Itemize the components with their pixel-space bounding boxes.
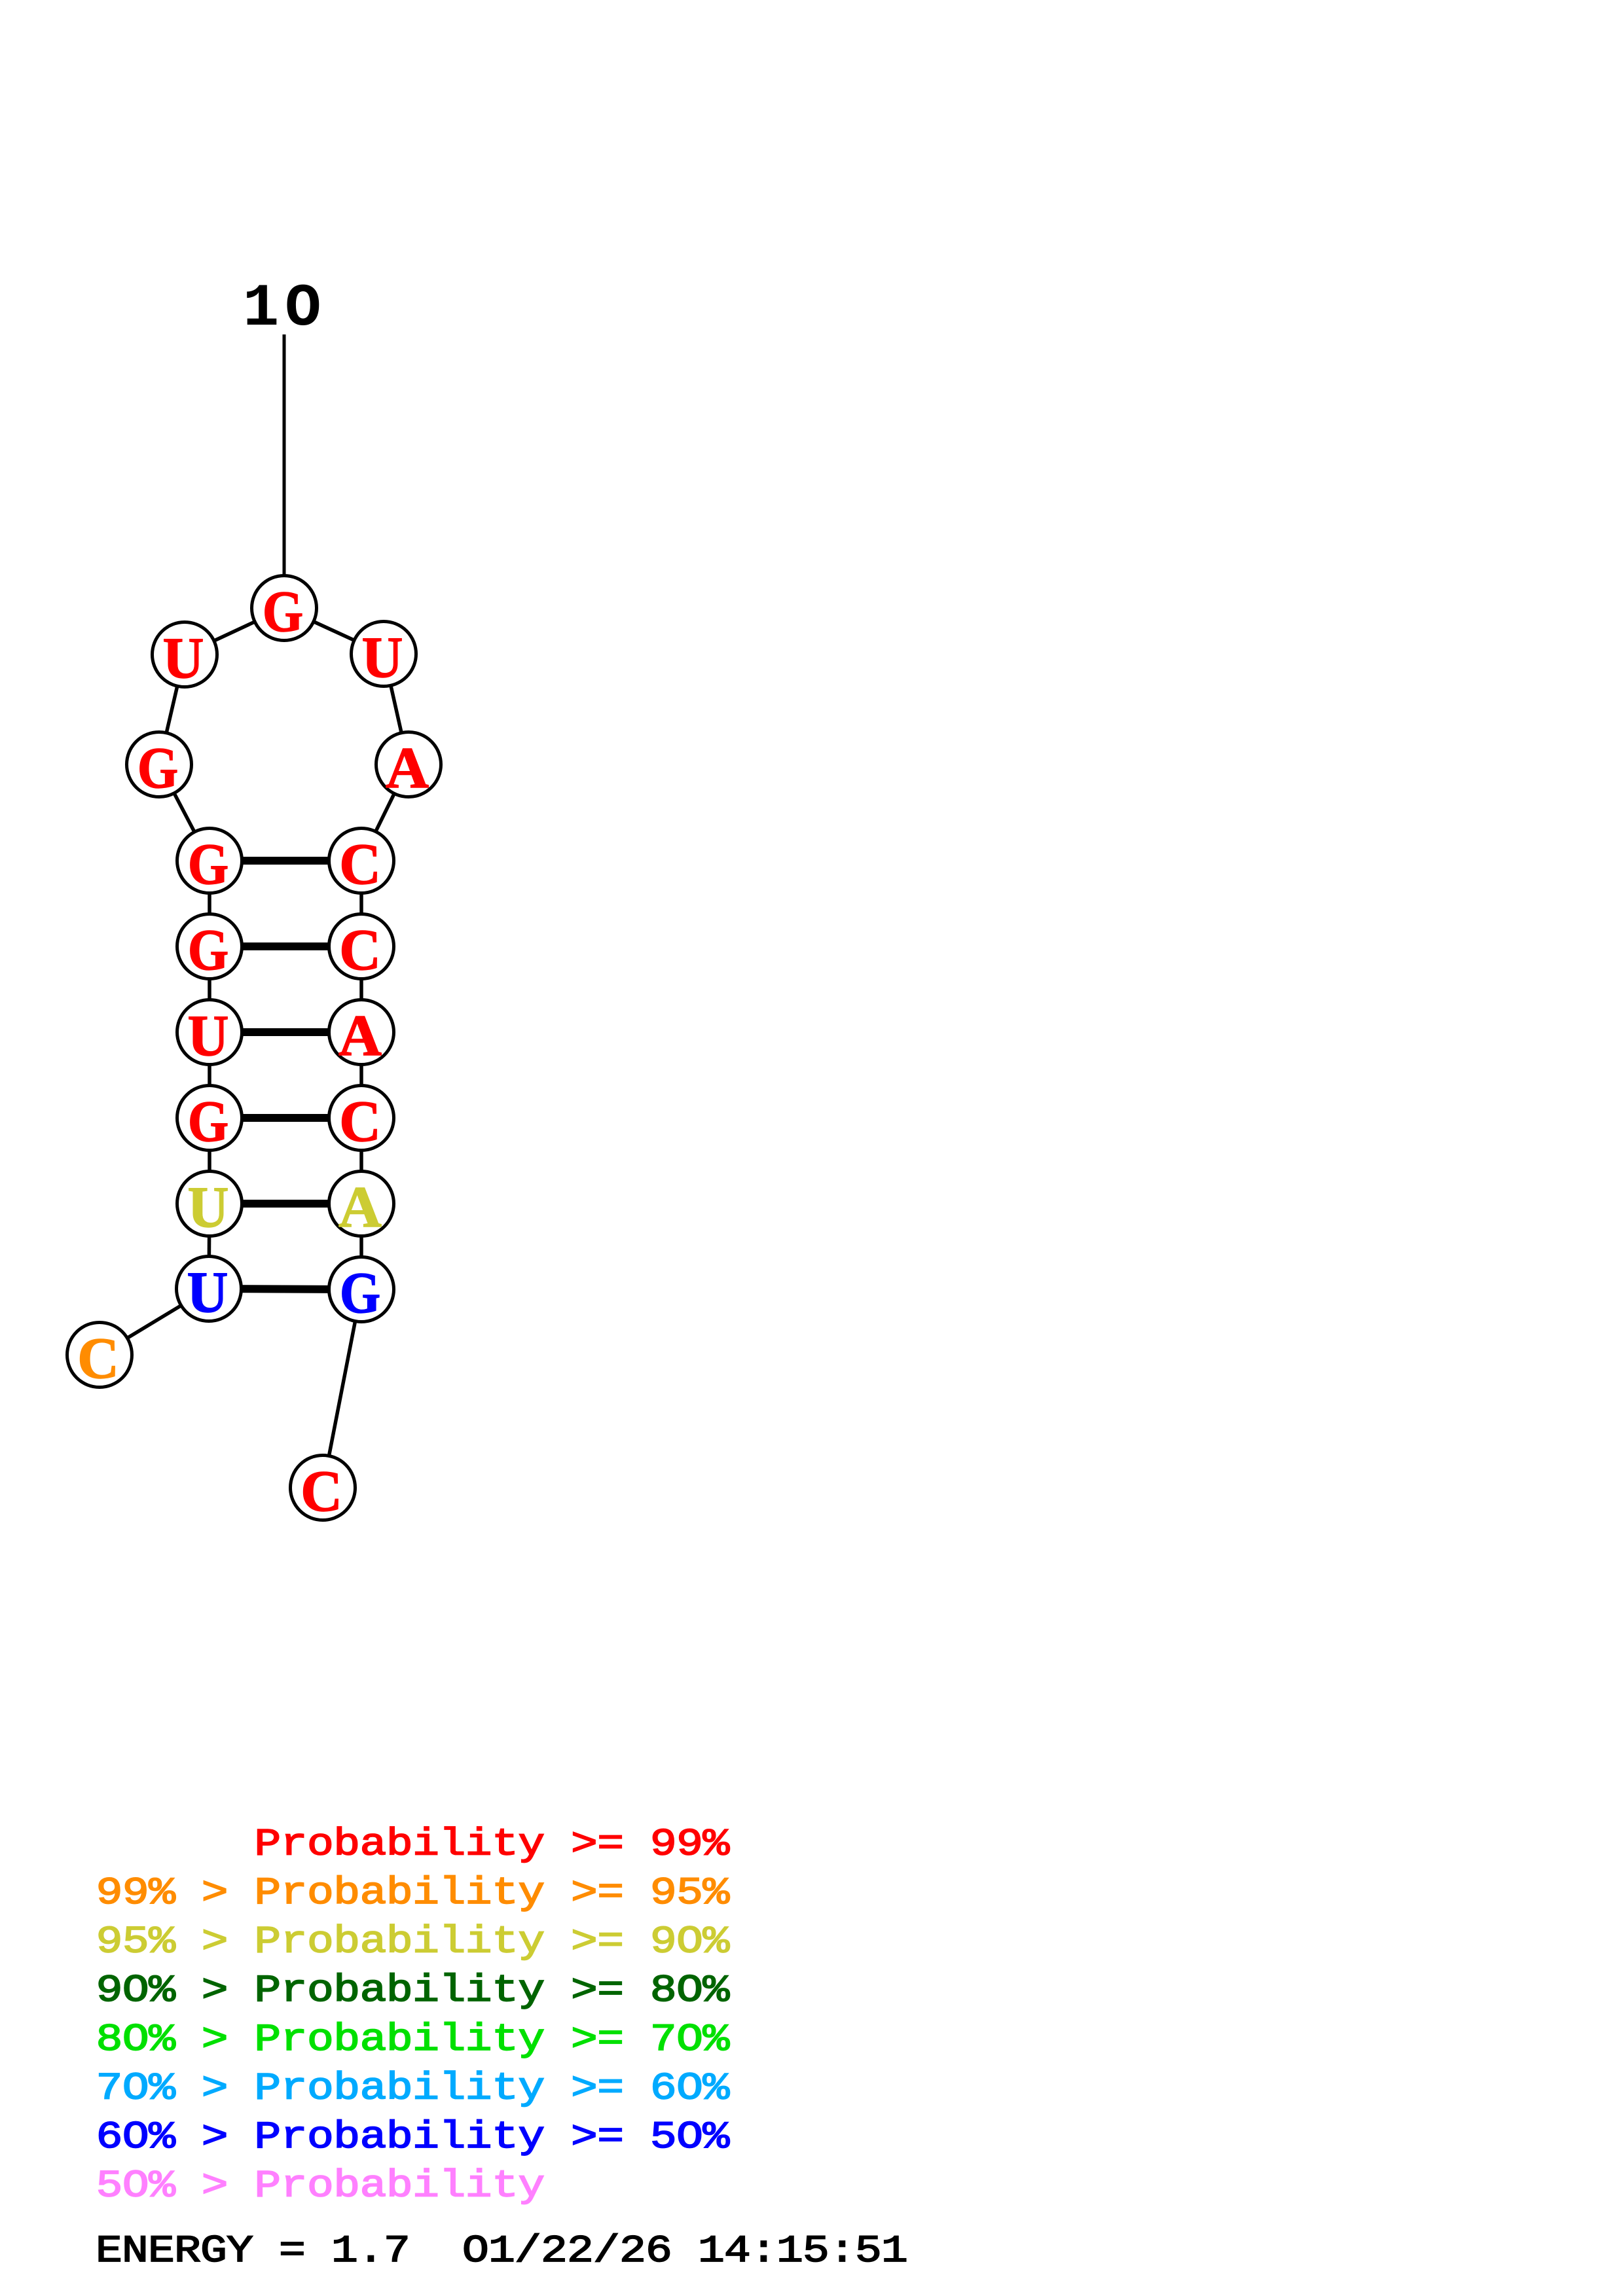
svg-text:A: A: [338, 1175, 382, 1240]
svg-text:U: U: [187, 1261, 228, 1325]
svg-text:U: U: [188, 1004, 229, 1068]
svg-text:99% > Probability >= 95%: 99% > Probability >= 95%: [96, 1871, 730, 1914]
svg-text:6O% > Probability >= 5O%: 6O% > Probability >= 5O%: [96, 2115, 730, 2159]
svg-text:A: A: [338, 1004, 382, 1068]
svg-text:C: C: [339, 833, 381, 897]
svg-text:ENERGY = 1.7 O1/22/26 14:15:5: ENERGY = 1.7 O1/22/26 14:15:51: [96, 2229, 907, 2272]
svg-text:5O% > Probability: 5O% > Probability: [96, 2164, 545, 2208]
svg-text:7O% > Probability >= 6O%: 7O% > Probability >= 6O%: [96, 2067, 730, 2110]
svg-text:G: G: [188, 1090, 228, 1154]
svg-text:95% > Probability >= 9O%: 95% > Probability >= 9O%: [96, 1920, 730, 1964]
svg-text:Probability >= 99%: Probability >= 99%: [96, 1823, 730, 1866]
svg-text:G: G: [263, 580, 303, 644]
svg-text:1O: 1O: [243, 274, 327, 343]
svg-text:C: C: [77, 1327, 119, 1391]
svg-text:8O% > Probability >= 7O%: 8O% > Probability >= 7O%: [96, 2018, 730, 2061]
svg-text:U: U: [362, 626, 403, 690]
svg-text:U: U: [163, 626, 204, 691]
svg-text:U: U: [188, 1175, 229, 1240]
svg-text:9O% > Probability >= 8O%: 9O% > Probability >= 8O%: [96, 1969, 730, 2012]
svg-text:C: C: [339, 1090, 381, 1154]
svg-text:A: A: [386, 736, 429, 800]
svg-text:C: C: [339, 918, 381, 982]
svg-text:C: C: [301, 1460, 342, 1524]
svg-text:G: G: [188, 833, 228, 897]
svg-text:G: G: [340, 1261, 380, 1325]
svg-text:G: G: [137, 736, 178, 800]
svg-text:G: G: [188, 918, 228, 982]
